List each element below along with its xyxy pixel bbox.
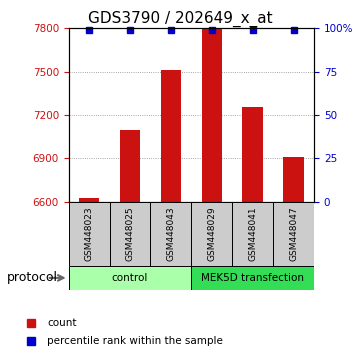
Text: count: count <box>47 318 77 328</box>
Text: GSM448047: GSM448047 <box>289 206 298 261</box>
Text: GSM448023: GSM448023 <box>84 206 93 261</box>
Text: protocol: protocol <box>7 272 58 284</box>
Text: percentile rank within the sample: percentile rank within the sample <box>47 336 223 346</box>
Text: GDS3790 / 202649_x_at: GDS3790 / 202649_x_at <box>88 11 273 27</box>
Bar <box>120 130 140 202</box>
Bar <box>69 266 191 290</box>
Bar <box>191 202 232 266</box>
Bar <box>151 202 191 266</box>
Text: GSM448029: GSM448029 <box>207 206 216 261</box>
Text: GSM448041: GSM448041 <box>248 206 257 261</box>
Bar <box>109 202 151 266</box>
Bar <box>69 202 109 266</box>
Text: GSM448025: GSM448025 <box>126 206 134 261</box>
Text: control: control <box>112 273 148 283</box>
Bar <box>243 107 263 202</box>
Text: MEK5D transfection: MEK5D transfection <box>201 273 304 283</box>
Bar <box>79 198 99 202</box>
Bar <box>232 202 273 266</box>
Bar <box>201 28 222 202</box>
Text: GSM448043: GSM448043 <box>166 206 175 261</box>
Bar <box>191 266 314 290</box>
Bar <box>283 157 304 202</box>
Bar <box>273 202 314 266</box>
Bar <box>161 70 181 202</box>
